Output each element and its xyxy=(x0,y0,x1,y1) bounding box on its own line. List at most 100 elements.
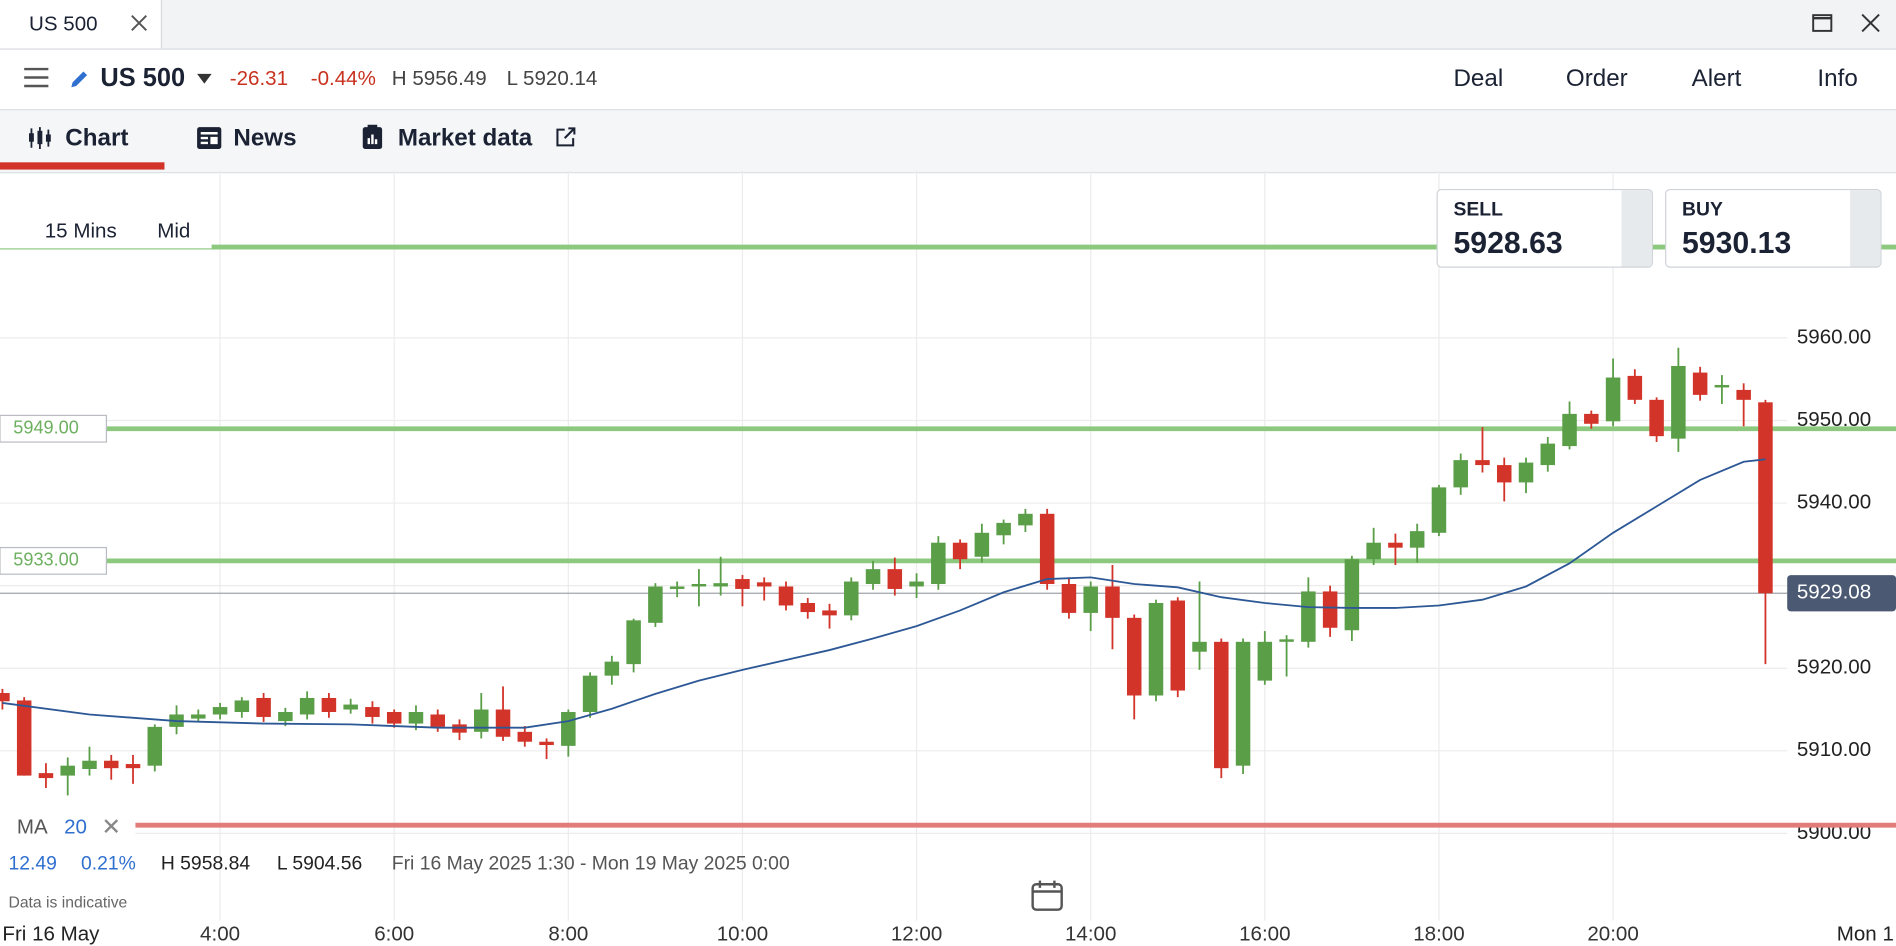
candle-body xyxy=(974,532,990,557)
candle-body xyxy=(909,581,924,587)
dropdown-icon[interactable] xyxy=(196,73,213,85)
candle-body xyxy=(1431,487,1447,533)
candle-body xyxy=(365,707,380,717)
window-tab-title[interactable]: US 500 xyxy=(29,12,98,36)
candle-body xyxy=(669,586,685,589)
candle-body xyxy=(1344,559,1360,631)
candle-body xyxy=(1018,513,1033,526)
candle-body xyxy=(887,569,903,589)
candle-body xyxy=(1126,617,1142,696)
market-data-tab[interactable]: Market data xyxy=(397,124,533,152)
last-price-label: 5929.08 xyxy=(1797,581,1871,604)
external-link-icon[interactable] xyxy=(555,126,577,148)
instrument-name[interactable]: US 500 xyxy=(100,64,186,93)
candle-body xyxy=(1736,389,1751,400)
buy-label[interactable]: BUY xyxy=(1681,199,1723,221)
footer-note: Data is indicative xyxy=(8,892,128,911)
candle-body xyxy=(844,581,859,616)
candle-body xyxy=(604,661,620,676)
candle-body xyxy=(343,704,358,710)
candle-body xyxy=(1366,542,1381,560)
candle-body xyxy=(321,697,337,713)
candle-body xyxy=(191,714,206,719)
calendar-icon[interactable] xyxy=(1030,878,1064,912)
y-tick-label: 5920.00 xyxy=(1797,656,1871,679)
price-type-selector[interactable]: Mid xyxy=(157,219,191,243)
candle-body xyxy=(1475,460,1490,466)
interval-selector[interactable]: 15 Mins xyxy=(44,219,117,243)
active-tab-indicator xyxy=(0,162,165,170)
x-tick-label: 14:00 xyxy=(1065,923,1116,946)
y-tick-label: 5960.00 xyxy=(1797,325,1871,348)
candle-body xyxy=(1192,641,1207,652)
alert-button[interactable]: Alert xyxy=(1691,65,1742,93)
candle-body xyxy=(147,726,163,766)
candle-body xyxy=(1388,542,1403,548)
candle-body xyxy=(865,569,881,584)
candle-body xyxy=(822,610,837,616)
maximize-icon[interactable] xyxy=(1811,12,1833,34)
candle-body xyxy=(1649,399,1664,437)
candle-body xyxy=(1562,413,1577,447)
buy-box[interactable] xyxy=(1665,188,1882,268)
x-tick-label: 12:00 xyxy=(891,923,942,946)
candle-body xyxy=(82,760,97,769)
sell-price[interactable]: 5928.63 xyxy=(1453,226,1563,261)
interval-box xyxy=(0,213,212,249)
candle-body xyxy=(1235,641,1251,766)
sell-box[interactable] xyxy=(1436,188,1653,268)
x-tick-label: 6:00 xyxy=(374,923,414,946)
footer-high: H 5958.84 xyxy=(160,853,251,875)
close-window-icon[interactable] xyxy=(1860,12,1882,34)
candle-body xyxy=(1279,639,1294,642)
chart-tab[interactable]: Chart xyxy=(65,124,129,152)
candle-body xyxy=(1105,586,1120,618)
level-label-box xyxy=(0,414,108,443)
candle-body xyxy=(1605,377,1621,422)
order-button[interactable]: Order xyxy=(1565,65,1628,93)
footer-range: Fri 16 May 2025 1:30 - Mon 19 May 2025 0… xyxy=(391,853,790,875)
candle-body xyxy=(256,697,271,717)
candle-body xyxy=(1148,602,1164,696)
x-tick-label: 18:00 xyxy=(1413,923,1464,946)
market-data-tab-icon[interactable] xyxy=(362,124,384,151)
deal-button[interactable]: Deal xyxy=(1453,65,1504,93)
candle-body xyxy=(408,712,424,724)
candle-body xyxy=(648,586,663,623)
candle-body xyxy=(1170,600,1186,691)
info-button[interactable]: Info xyxy=(1817,65,1858,93)
chart-tab-icon[interactable] xyxy=(27,126,54,150)
news-tab-icon[interactable] xyxy=(196,126,223,150)
menu-icon[interactable] xyxy=(23,65,50,89)
candle-body xyxy=(278,712,293,722)
candle-body xyxy=(517,731,533,742)
candle-body xyxy=(735,579,750,589)
sell-label[interactable]: SELL xyxy=(1453,199,1503,221)
candle-body xyxy=(996,522,1011,536)
close-tab-icon[interactable] xyxy=(129,13,148,32)
level-label-box xyxy=(0,546,108,575)
candle-body xyxy=(931,542,946,584)
candle-body xyxy=(103,760,119,769)
x-date-start: Fri 16 May xyxy=(2,923,100,946)
window-tab[interactable] xyxy=(0,0,163,49)
ma-remove-icon[interactable] xyxy=(104,819,119,834)
x-tick-label: 16:00 xyxy=(1239,923,1290,946)
candle-body xyxy=(1518,462,1534,483)
session-high: H 5956.49 xyxy=(391,66,487,90)
candle-body xyxy=(1584,413,1599,424)
tab-bar xyxy=(0,109,1896,174)
news-tab[interactable]: News xyxy=(233,124,297,152)
candle-body xyxy=(1301,591,1316,642)
edit-icon[interactable] xyxy=(69,68,91,90)
buy-price[interactable]: 5930.13 xyxy=(1681,226,1792,261)
candle-body xyxy=(713,583,728,587)
candle-body xyxy=(1061,583,1077,613)
last-price-tag xyxy=(1787,575,1896,612)
ma-legend-label: MA xyxy=(16,815,48,839)
candle-body xyxy=(474,709,489,732)
candle-body xyxy=(1083,586,1098,613)
session-low: L 5920.14 xyxy=(506,66,598,90)
x-date-end: Mon 1 xyxy=(1837,923,1894,946)
